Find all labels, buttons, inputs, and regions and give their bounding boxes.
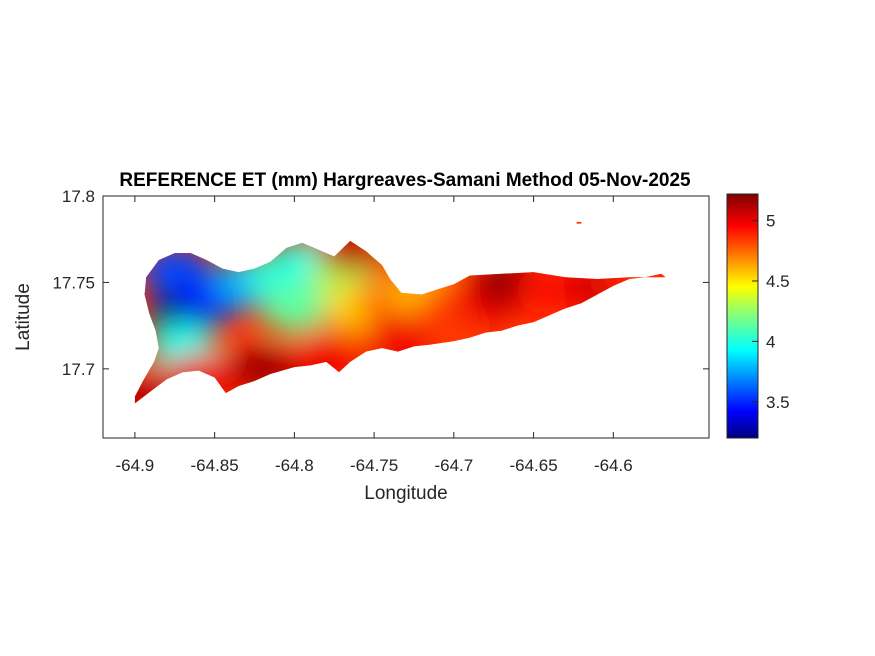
colorbar-tick-label: 4.5 (766, 272, 790, 291)
y-tick-label: 17.75 (52, 273, 95, 292)
colorbar-tick-label: 5 (766, 212, 775, 231)
colorbar-ticks: 3.5 4 4.5 5 (752, 212, 790, 412)
et-cell (316, 240, 385, 272)
colorbar-tick-label: 4 (766, 332, 775, 351)
et-cell (260, 284, 329, 333)
x-tick-label: -64.75 (350, 456, 398, 475)
x-tick-label: -64.8 (275, 456, 314, 475)
x-tick-label: -64.65 (509, 456, 557, 475)
y-tick-label: 17.7 (62, 360, 95, 379)
x-tick-label: -64.85 (191, 456, 239, 475)
map-title: REFERENCE ET (mm) Hargreaves-Samani Meth… (119, 170, 691, 191)
y-axis-label: Latitude (13, 283, 34, 351)
y-tick-label: 17.8 (62, 187, 95, 206)
x-axis-ticks: -64.9 -64.85 -64.8 -64.75 -64.7 -64.65 -64.6 (116, 196, 633, 475)
colorbar-tick-label: 3.5 (766, 393, 790, 412)
x-tick-label: -64.7 (434, 456, 473, 475)
x-tick-label: -64.6 (594, 456, 633, 475)
y-axis-ticks: 17.8 17.75 17.7 (52, 187, 709, 379)
x-axis-label: Longitude (364, 483, 447, 504)
islet-shape (576, 221, 582, 224)
colorbar (726, 193, 759, 439)
x-tick-label: -64.9 (116, 456, 155, 475)
